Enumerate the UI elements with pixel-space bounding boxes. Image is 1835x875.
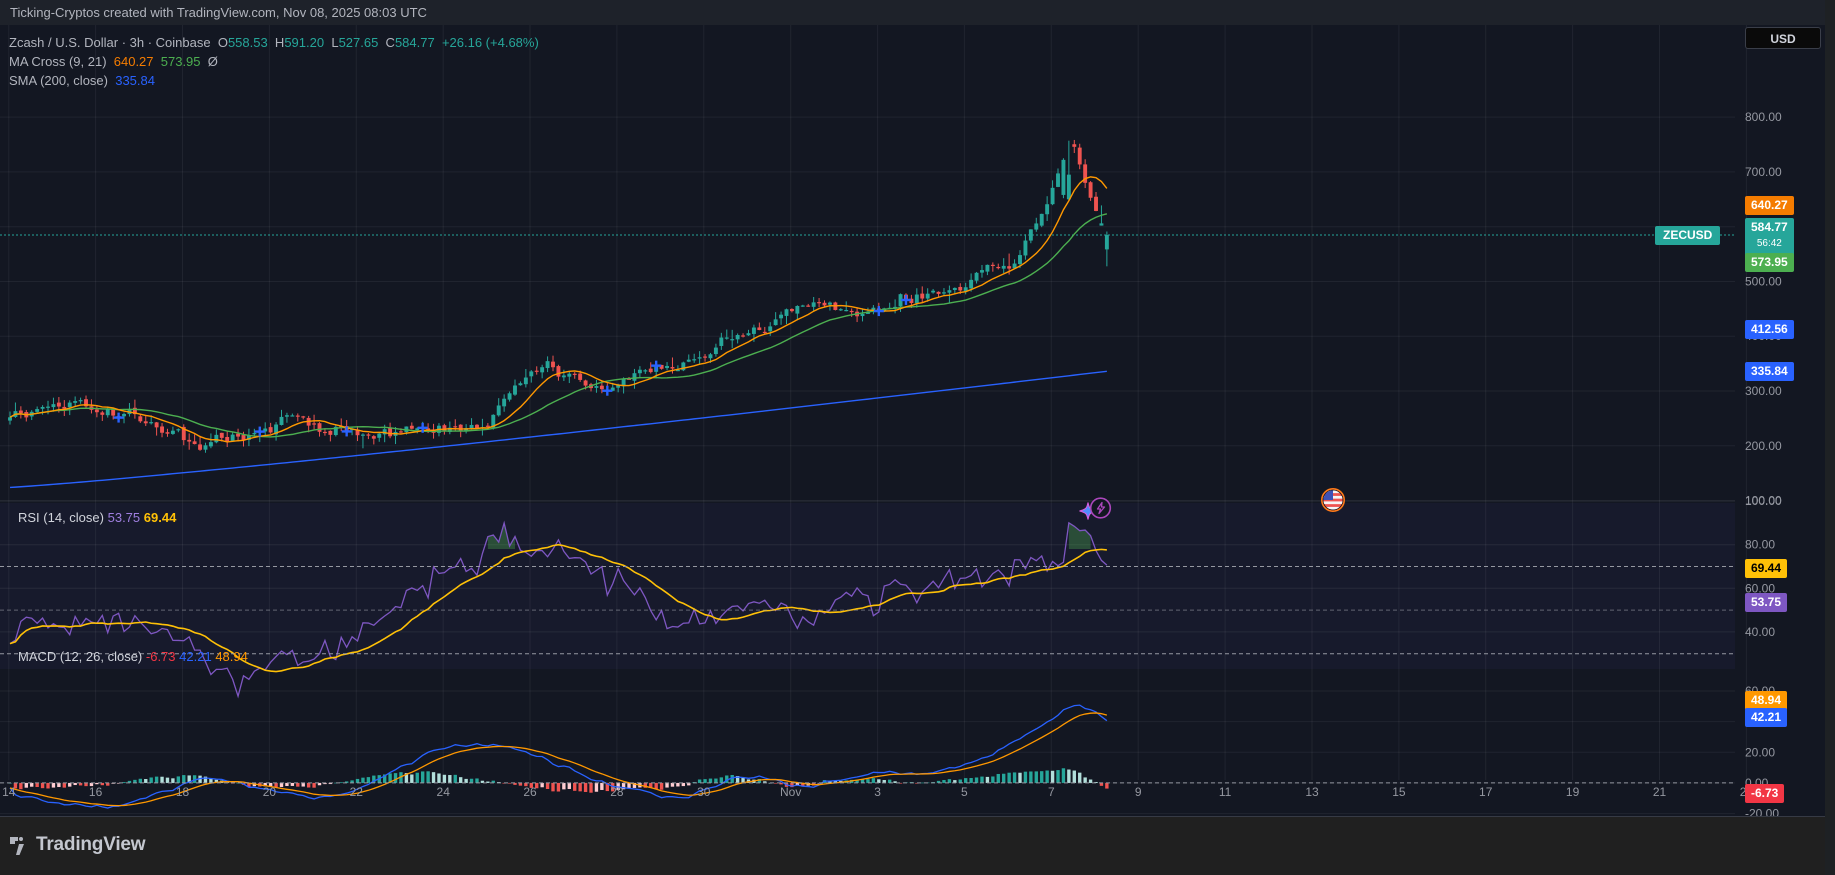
svg-text:18: 18 [176,785,190,799]
svg-text:20: 20 [263,785,277,799]
svg-text:20.00: 20.00 [1745,745,1775,759]
svg-text:800.00: 800.00 [1745,110,1782,124]
svg-text:Nov: Nov [780,785,801,799]
svg-text:24: 24 [437,785,451,799]
svg-text:22: 22 [350,785,364,799]
svg-text:21: 21 [1653,785,1667,799]
svg-text:40.00: 40.00 [1745,625,1775,639]
svg-text:13: 13 [1305,785,1319,799]
svg-text:28: 28 [610,785,624,799]
svg-text:19: 19 [1566,785,1580,799]
svg-text:5: 5 [961,785,968,799]
svg-text:100.00: 100.00 [1745,494,1782,508]
svg-text:15: 15 [1392,785,1406,799]
svg-text:14: 14 [2,785,16,799]
svg-text:RSI (14, close) 53.75 69.44: RSI (14, close) 53.75 69.44 [18,510,177,525]
svg-text:500.00: 500.00 [1745,275,1782,289]
svg-text:MACD (12, 26, close) -6.73 4: MACD (12, 26, close) -6.73 42.21 48.94 [18,649,248,664]
svg-text:7: 7 [1048,785,1055,799]
svg-text:80.00: 80.00 [1745,538,1775,552]
svg-text:9: 9 [1135,785,1142,799]
svg-text:17: 17 [1479,785,1493,799]
svg-text:26: 26 [523,785,537,799]
svg-text:700.00: 700.00 [1745,165,1782,179]
svg-text:300.00: 300.00 [1745,384,1782,398]
svg-text:3: 3 [874,785,881,799]
svg-text:11: 11 [1219,785,1232,799]
svg-text:-20.00: -20.00 [1745,807,1779,816]
svg-text:200.00: 200.00 [1745,439,1782,453]
svg-text:16: 16 [89,785,103,799]
svg-text:30: 30 [697,785,711,799]
